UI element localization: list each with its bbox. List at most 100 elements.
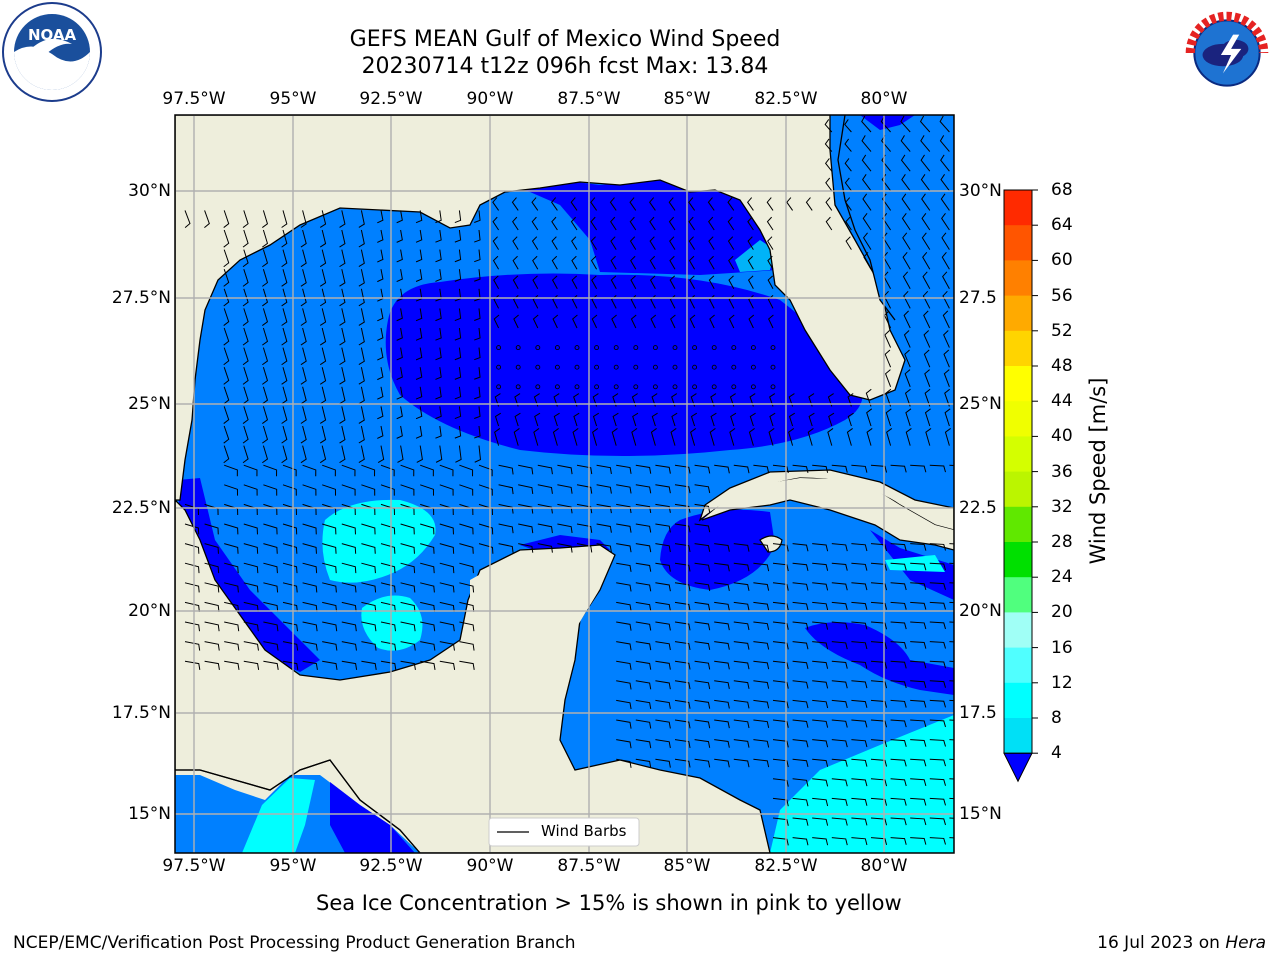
wind-barb [733,758,750,768]
wind-barb [772,719,789,728]
wind-barb [552,314,559,329]
wind-barb [674,719,691,729]
wind-barb [478,464,493,477]
wind-12-16-region-campeche [322,499,436,583]
wind-barb [929,817,946,826]
wind-barb [910,837,927,845]
wind-barb [263,641,279,651]
wind-barb [902,271,911,290]
wind-barb [929,562,946,571]
wind-barb [649,275,656,290]
wind-barb [592,393,599,407]
wind-barb [262,327,269,346]
wind-barb [454,406,462,420]
lon-tick-bottom: 90°W [466,856,514,876]
wind-barb [929,797,946,806]
wind-barb [339,249,346,268]
wind-barb [454,425,462,439]
wind-barbs-legend-label: Wind Barbs [541,822,627,840]
wind-barb [282,601,298,612]
wind-barb [635,719,652,729]
wind-barb [455,445,462,463]
wind-barb [223,386,230,405]
wind-barb [576,543,593,553]
colorbar-tick-label: 16 [1051,637,1073,658]
wind-barb [924,388,931,407]
wind-barb [910,641,927,649]
wind-barb [454,288,462,302]
wind-barb [262,367,269,385]
wind-barb [727,216,735,231]
wind-barb [694,601,711,611]
wind-barb [184,601,200,612]
wind-barb [772,621,789,630]
wind-barb [616,464,632,474]
wind-barb [518,543,534,553]
wind-barb [262,288,269,307]
wind-barb [302,582,318,593]
wind-barb [224,660,240,670]
colorbar-segment [1004,330,1032,367]
wind-barb [788,428,795,446]
wind-barb [459,601,475,612]
wind-barb [846,428,853,446]
wind-barb [884,330,892,348]
low-wind-region-ne-gulf [510,180,778,275]
wind-barb [920,135,931,152]
wind-barb [942,310,950,329]
wind-barb [753,758,770,768]
wind-barb [474,347,481,361]
wind-barb [243,660,260,670]
wind-barb [282,562,298,574]
wind-barb [688,236,696,250]
wind-barb [435,327,442,341]
wind-barb [361,582,377,593]
lon-tick-bottom: 97.5°W [162,856,226,876]
wind-barb [940,174,950,192]
wind-barb [478,543,494,554]
wind-barb [361,523,376,535]
wind-barb [435,425,442,439]
wind-barb [651,393,658,407]
wind-barb [753,543,770,552]
wind-barb [939,115,950,133]
wind-barb [302,660,318,670]
wind-barb [262,347,269,366]
wind-barb [772,778,789,787]
wind-barb [674,562,691,572]
wind-barb [224,582,239,593]
wind-barb [655,523,671,533]
wind-barb [766,216,774,231]
wind-barb [400,484,415,496]
wind-barb [929,601,946,610]
wind-barb [792,797,809,807]
wind-barb [929,621,946,630]
wind-barb [710,412,717,427]
wind-barb [902,232,911,250]
wind-barb [518,484,534,494]
wind-barb [361,601,377,612]
wind-barb [223,229,230,248]
wind-barb [766,197,774,211]
lon-tick-bottom: 92.5°W [359,856,423,876]
wind-barb [910,739,927,747]
wind-barb [319,367,327,385]
wind-barb [474,367,481,380]
wind-barb [812,601,829,611]
wind-barb [415,386,423,400]
wind-barb [635,739,652,749]
wind-barb [845,216,852,231]
wind-barb [635,621,652,631]
wind-barb [851,464,868,473]
wind-barb [300,229,307,248]
wind-barb [910,464,927,473]
wind-barb [825,197,833,211]
wind-barb [669,255,676,270]
wind-barb [439,543,455,554]
wind-barb [518,523,534,534]
wind-barb [380,562,396,574]
wind-barb [753,464,770,474]
wind-barb [361,621,377,632]
wind-barb [812,758,829,767]
lon-tick-top: 97.5°W [162,89,226,109]
